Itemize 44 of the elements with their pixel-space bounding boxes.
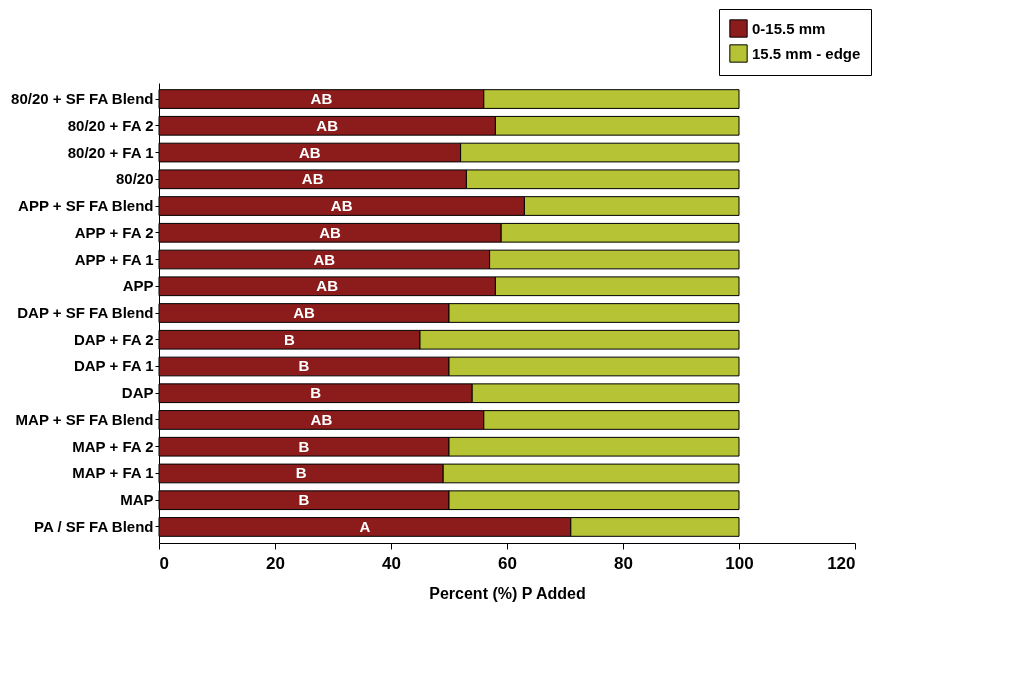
x-axis-title: Percent (%) P Added [429,584,586,602]
data-label: AB [310,410,333,428]
data-label: AB [330,197,353,215]
y-tick-label: APP + FA 1 [74,250,154,268]
data-label: A [359,517,371,535]
y-tick-label: 80/20 [115,170,154,188]
data-label: AB [316,116,339,134]
y-tick-label: MAP + FA 2 [72,437,154,455]
data-label: AB [298,143,321,161]
y-tick-label: PA / SF FA Blend [34,517,154,535]
data-label: B [284,330,296,348]
y-tick-label: 80/20 + FA 1 [67,143,154,161]
y-tick-label: DAP [121,384,154,402]
data-label: AB [310,90,333,108]
data-label: AB [313,250,336,268]
y-tick-label: 80/20 + FA 2 [67,116,154,134]
x-tick-label: 40 [382,553,401,573]
x-tick-label: 60 [498,553,517,573]
legend-label: 15.5 mm - edge [752,44,861,62]
legend-label: 0-15.5 mm [752,19,826,37]
data-label: B [298,357,310,375]
data-label: B [310,384,322,402]
x-tick-label: 120 [827,553,856,573]
y-tick-label: MAP [120,491,154,509]
y-tick-label: MAP + SF FA Blend [15,410,154,428]
x-tick-label: 0 [159,553,169,573]
y-tick-label: APP + SF FA Blend [18,197,154,215]
data-label: B [298,437,310,455]
x-tick-label: 100 [725,553,754,573]
x-tick-label: 80 [614,553,633,573]
x-tick-label: 20 [266,553,285,573]
y-tick-label: DAP + SF FA Blend [17,304,154,321]
data-label: AB [293,304,315,321]
y-tick-label: APP [122,277,154,295]
y-tick-label: DAP + FA 2 [73,330,154,348]
y-tick-label: 80/20 + SF FA Blend [11,90,154,108]
data-label: B [298,491,310,509]
data-label: AB [316,277,339,295]
y-tick-label: APP + FA 2 [74,223,154,241]
data-label: AB [319,223,342,241]
data-label: B [295,464,307,482]
y-tick-label: MAP + FA 1 [72,464,154,482]
y-tick-label: DAP + FA 1 [73,357,154,375]
data-label: AB [301,170,324,188]
